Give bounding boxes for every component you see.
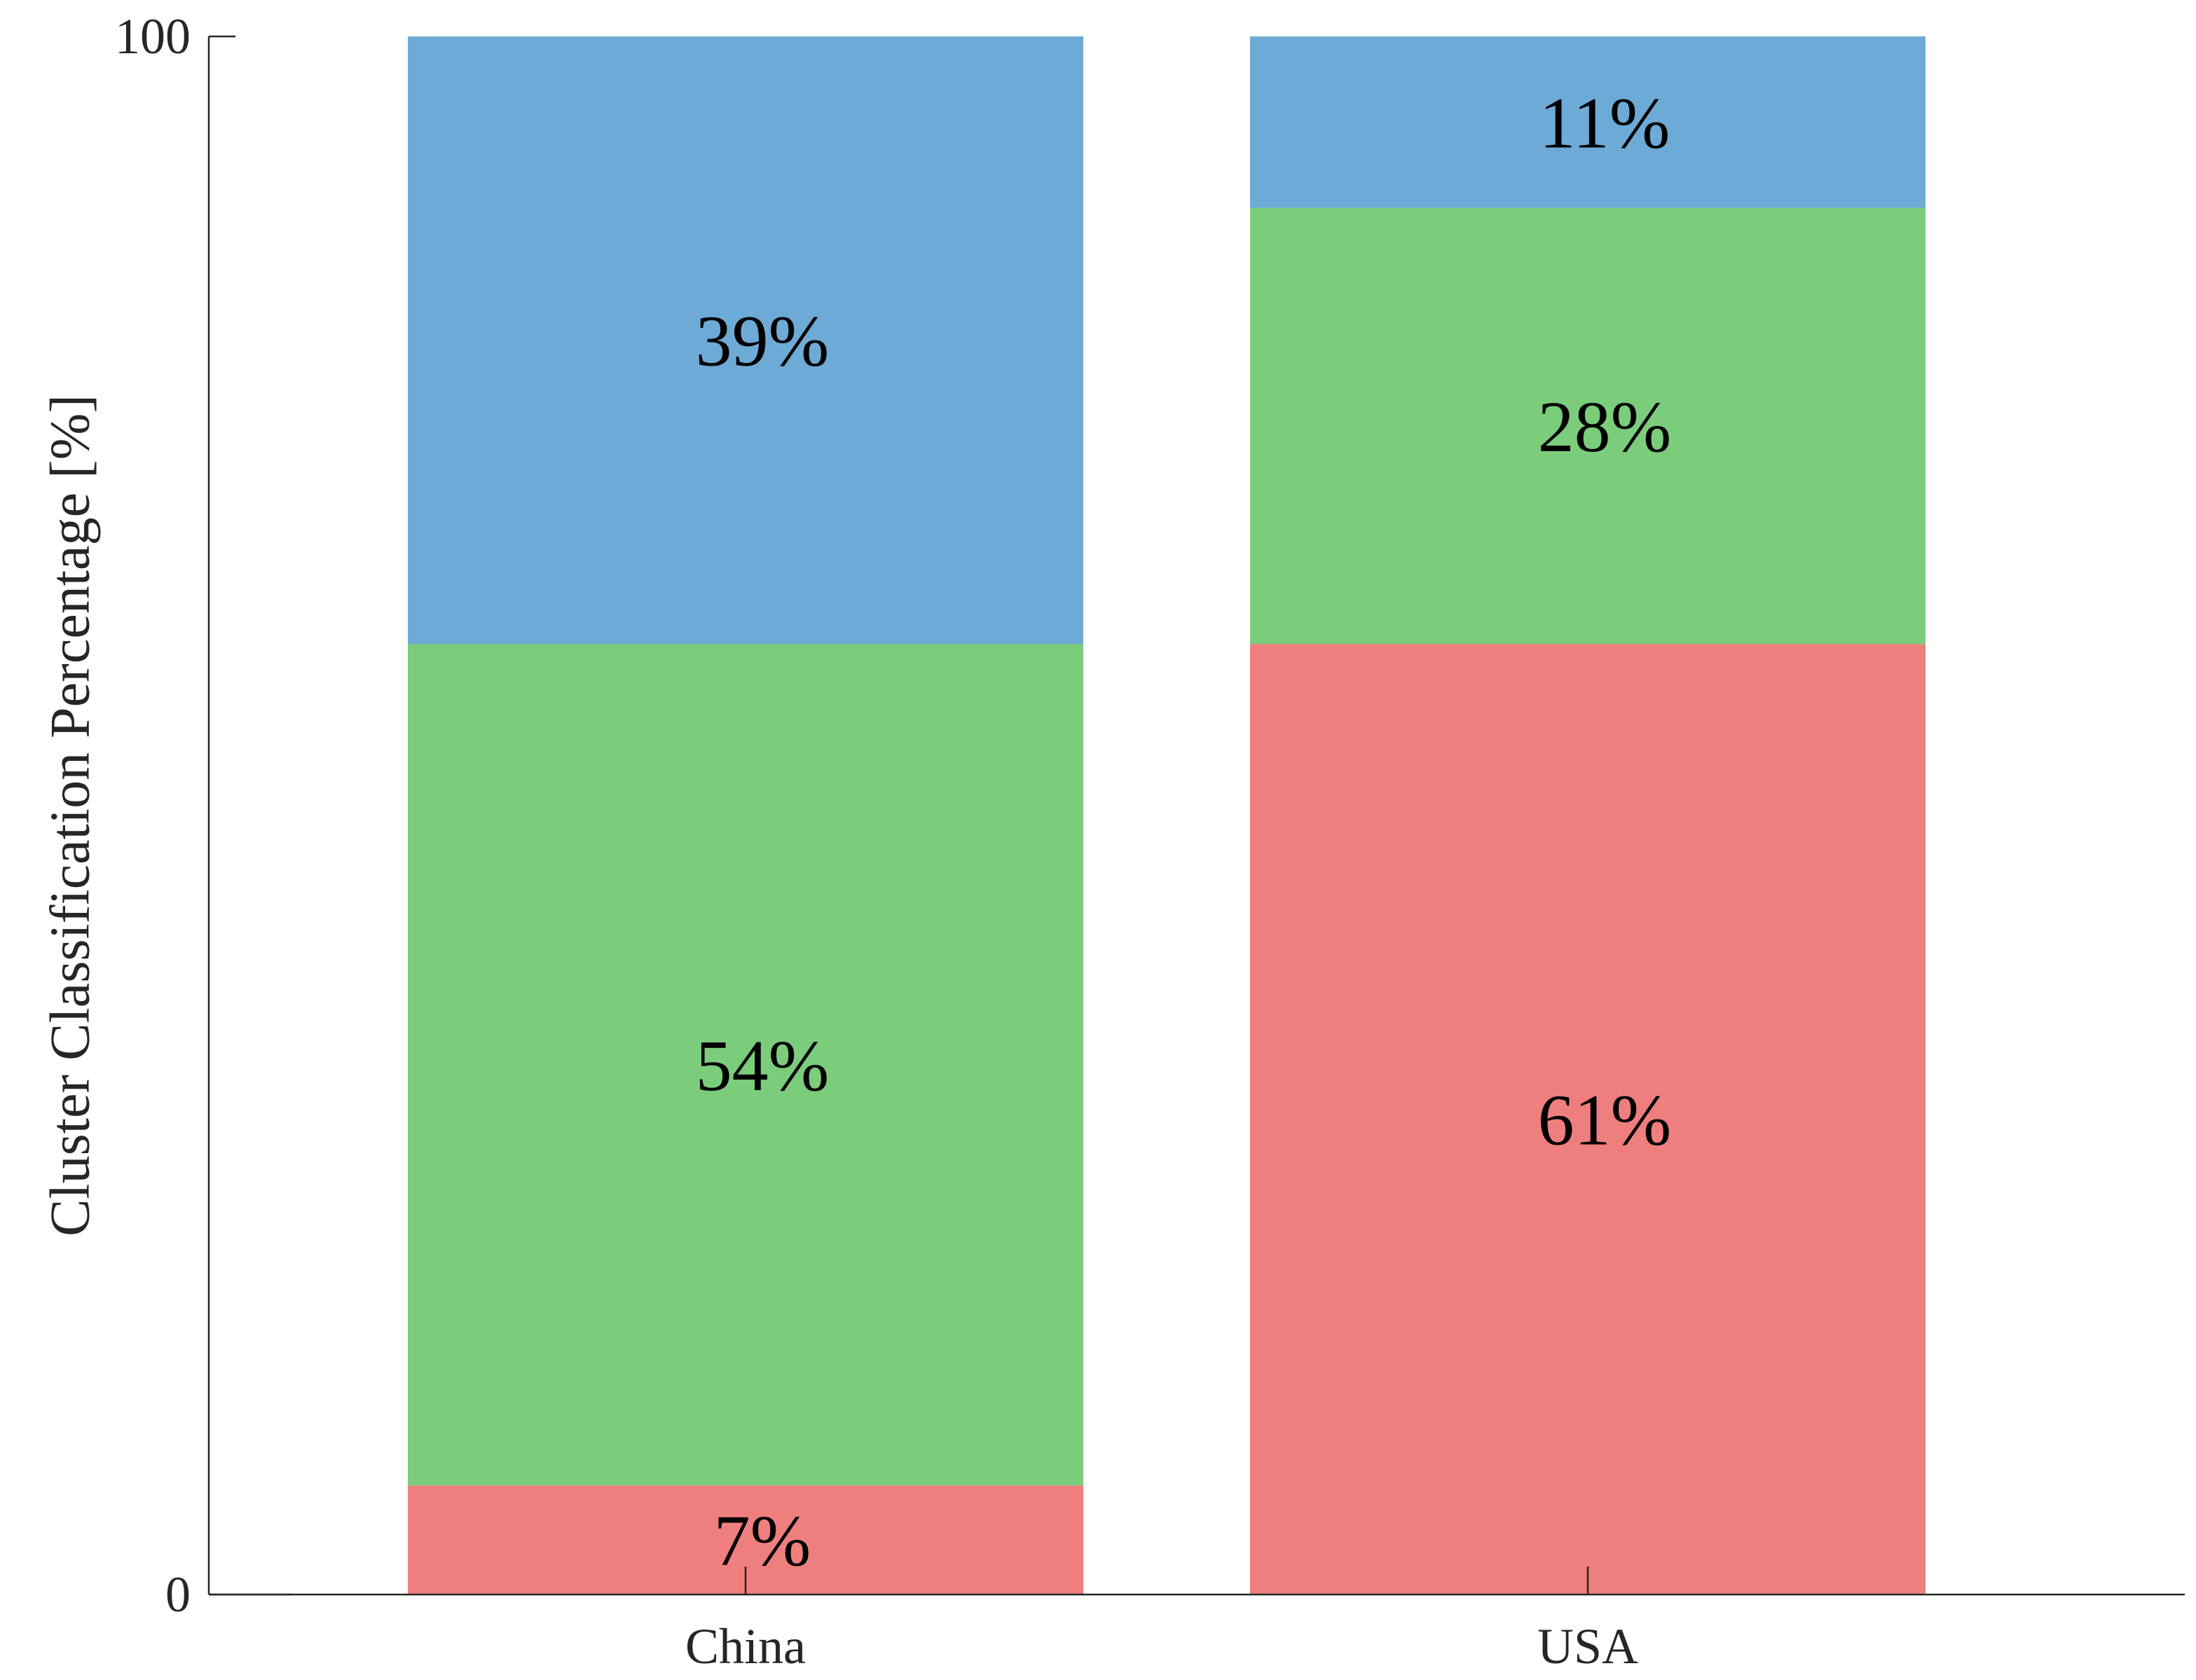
axes-layer xyxy=(207,35,2185,1596)
y-tick-label-0: 0 xyxy=(165,1567,191,1623)
bar-segment-usa-1 xyxy=(1250,644,1926,1595)
x-tick-label-china: China xyxy=(685,1618,806,1674)
data-label-china-2: 54% xyxy=(696,1026,830,1106)
x-ticks-layer: China USA xyxy=(685,1567,1638,1674)
bar-segment-usa-3 xyxy=(1250,36,1926,208)
bar-labels-layer: 7% 54% 39% 61% 28% 11% xyxy=(696,83,1672,1581)
data-label-usa-3: 11% xyxy=(1539,83,1670,163)
x-tick-label-usa: USA xyxy=(1537,1618,1638,1674)
data-label-usa-2: 28% xyxy=(1538,387,1672,467)
bar-segment-china-2 xyxy=(408,644,1083,1486)
bar-segment-china-3 xyxy=(408,36,1083,645)
y-axis-title: Cluster Classification Percentage [%] xyxy=(39,394,101,1237)
bars-layer xyxy=(408,36,1926,1595)
y-tick-label-100: 100 xyxy=(115,8,191,64)
data-label-usa-1: 61% xyxy=(1538,1080,1672,1161)
data-label-china-3: 39% xyxy=(696,301,830,382)
y-ticks-layer: 0 100 xyxy=(115,8,191,1623)
bar-segment-usa-2 xyxy=(1250,207,1926,645)
data-label-china-1: 7% xyxy=(714,1501,811,1581)
